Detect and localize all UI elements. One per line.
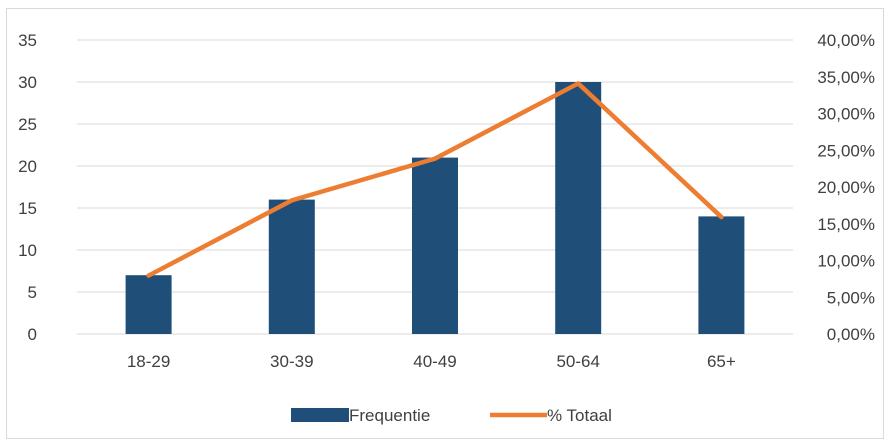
right-tick-label: 0,00%	[827, 325, 875, 344]
right-tick-label: 30,00%	[817, 105, 875, 124]
x-axis: 18-29 30-39 40-49 50-64 65+	[127, 352, 736, 371]
left-tick-label: 15	[18, 199, 37, 218]
right-tick-label: 20,00%	[817, 178, 875, 197]
bar-65+	[698, 216, 745, 334]
left-tick-label: 25	[18, 115, 37, 134]
chart-area: 0 5 10 15 20 25 30 35 0,00% 5,00% 10,00% 15,00% 20,…	[6, 8, 884, 439]
left-tick-label: 30	[18, 73, 37, 92]
left-tick-label: 10	[18, 241, 37, 260]
legend-label-frequentie: Frequentie	[349, 406, 430, 425]
right-tick-label: 25,00%	[817, 141, 875, 160]
category-label: 65+	[707, 352, 736, 371]
left-axis: 0 5 10 15 20 25 30 35	[18, 31, 37, 344]
right-tick-label: 35,00%	[817, 68, 875, 87]
category-label: 50-64	[556, 352, 599, 371]
left-tick-label: 35	[18, 31, 37, 50]
category-label: 30-39	[270, 352, 313, 371]
left-tick-label: 5	[28, 283, 37, 302]
combo-chart: 0 5 10 15 20 25 30 35 0,00% 5,00% 10,00% 15,00% 20,…	[18, 31, 875, 425]
right-tick-label: 5,00%	[827, 288, 875, 307]
legend-swatch-frequentie	[291, 408, 349, 422]
legend-label-totaal: % Totaal	[547, 406, 612, 425]
right-axis: 0,00% 5,00% 10,00% 15,00% 20,00% 25,00% 30,00%…	[817, 31, 875, 344]
legend: Frequentie % Totaal	[291, 406, 612, 425]
right-tick-label: 40,00%	[817, 31, 875, 50]
line-series	[146, 81, 724, 278]
right-tick-label: 15,00%	[817, 215, 875, 234]
bar-30-39	[268, 199, 315, 334]
category-label: 18-29	[127, 352, 170, 371]
bar-50-64	[555, 82, 602, 334]
left-tick-label: 0	[28, 325, 37, 344]
right-tick-label: 10,00%	[817, 252, 875, 271]
category-label: 40-49	[413, 352, 456, 371]
bar-series	[125, 82, 745, 334]
bar-40-49	[412, 157, 458, 334]
bar-18-29	[125, 275, 172, 334]
left-tick-label: 20	[18, 157, 37, 176]
